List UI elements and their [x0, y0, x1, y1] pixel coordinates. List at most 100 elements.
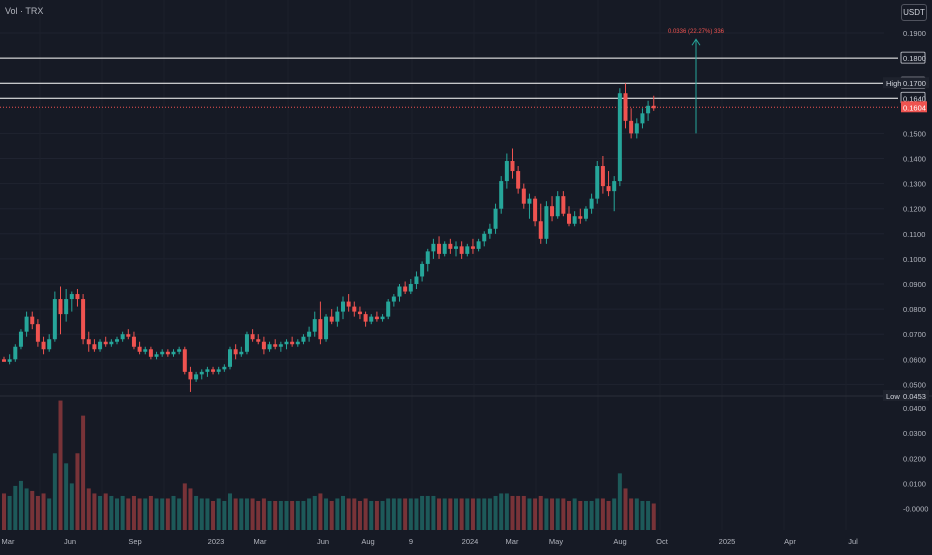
volume-bar — [284, 500, 289, 530]
volume-bar — [555, 498, 560, 530]
price-tick-label: 0.1000 — [903, 255, 926, 264]
volume-bar — [194, 495, 199, 530]
candle-body — [290, 341, 295, 345]
candle-body — [120, 334, 125, 340]
level-tag-box — [900, 51, 926, 64]
candle-body — [533, 198, 538, 222]
candle-body — [538, 221, 543, 239]
volume-bar — [583, 500, 588, 530]
volume-bar — [143, 498, 148, 530]
candle-body — [646, 105, 651, 114]
volume-bar — [567, 500, 571, 530]
time-axis: Mar Jun Sep 2023 Mar Jun Aug 9 2024 Mar May Aug Oct 2… — [2, 537, 859, 546]
volume-bar — [623, 488, 628, 530]
volume-bar — [420, 495, 425, 530]
candle-body — [329, 316, 334, 322]
volume-bar — [69, 483, 74, 530]
volume-bar — [397, 498, 402, 530]
candle-body — [634, 123, 639, 134]
volume-bar — [600, 498, 605, 530]
candle-body — [318, 319, 323, 340]
candle-body — [250, 334, 255, 340]
candle-body — [13, 346, 18, 360]
volume-bar — [329, 500, 334, 530]
volume-bar — [228, 493, 232, 530]
time-tick-label: Oct — [656, 537, 669, 546]
candle-body — [30, 316, 35, 325]
volume-bar — [41, 493, 46, 530]
candle-body — [324, 316, 329, 340]
volume-bar — [103, 493, 108, 530]
candle-body — [228, 349, 232, 367]
candle-body — [188, 371, 193, 380]
level-tag-label: 0.1640 — [903, 94, 926, 103]
volume-bar — [13, 485, 18, 530]
candle-body — [403, 286, 408, 292]
volume-bar — [335, 498, 340, 530]
volume-bar — [211, 500, 216, 530]
volume-bar — [188, 488, 193, 530]
volume-bar — [131, 495, 136, 530]
candle-body — [521, 188, 526, 204]
volume-bar — [448, 498, 453, 530]
candle-body — [148, 349, 153, 357]
volume-bar — [86, 488, 91, 530]
candle-body — [380, 316, 385, 320]
volume-bar — [120, 495, 125, 530]
candle-body — [199, 371, 204, 375]
candle-body — [487, 228, 492, 234]
volume-bar — [544, 498, 549, 530]
time-tick-label: Jun — [317, 537, 329, 546]
candle-body — [459, 246, 464, 254]
candle-body — [578, 216, 583, 219]
candle-body — [600, 166, 605, 187]
candle-body — [510, 161, 515, 172]
volume-bar — [476, 498, 481, 530]
candle-body — [454, 246, 458, 249]
candle-body — [307, 331, 312, 337]
volume-bar — [380, 500, 385, 530]
volume-indicator-label[interactable]: Vol · TRX — [5, 6, 44, 16]
volume-bar — [352, 498, 357, 530]
volume-bar — [324, 498, 329, 530]
projection-tool: 0.0336 (22.27%) 336 — [668, 29, 725, 134]
candle-body — [18, 331, 23, 347]
candle-body — [561, 196, 566, 214]
volume-bar — [81, 415, 86, 530]
volume-bar — [290, 500, 295, 530]
candle-body — [363, 314, 368, 322]
candle-body — [397, 286, 402, 297]
candle-body — [629, 120, 634, 134]
price-tick-label: 0.0900 — [903, 280, 926, 289]
volume-bar — [425, 495, 430, 530]
candles — [2, 83, 656, 392]
volume-bar — [24, 488, 29, 530]
time-tick-label: May — [549, 537, 563, 546]
volume-tick-label: 0.0300 — [903, 429, 926, 438]
volume-bar — [499, 493, 504, 530]
candle-body — [267, 344, 272, 350]
volume-bar — [160, 498, 165, 530]
candle-body — [256, 339, 261, 342]
candle-body — [595, 166, 600, 199]
volume-bar — [363, 498, 368, 530]
currency-badge[interactable]: USDT — [901, 4, 927, 21]
candle-body — [301, 336, 306, 342]
volume-bar — [199, 498, 204, 530]
candle-body — [425, 251, 430, 264]
volume-bar — [7, 495, 12, 530]
candle-body — [312, 319, 317, 332]
time-tick-label: 9 — [409, 537, 413, 546]
candle-body — [233, 349, 238, 355]
low-marker-label: Low — [886, 392, 900, 401]
volume-bar — [369, 500, 374, 530]
candle-body — [612, 181, 617, 192]
volume-bar — [516, 495, 521, 530]
high-marker-label: High — [886, 79, 901, 88]
volume-bar — [148, 495, 153, 530]
candle-body — [171, 351, 176, 355]
volume-bar — [244, 498, 249, 530]
candle-body — [420, 263, 425, 277]
